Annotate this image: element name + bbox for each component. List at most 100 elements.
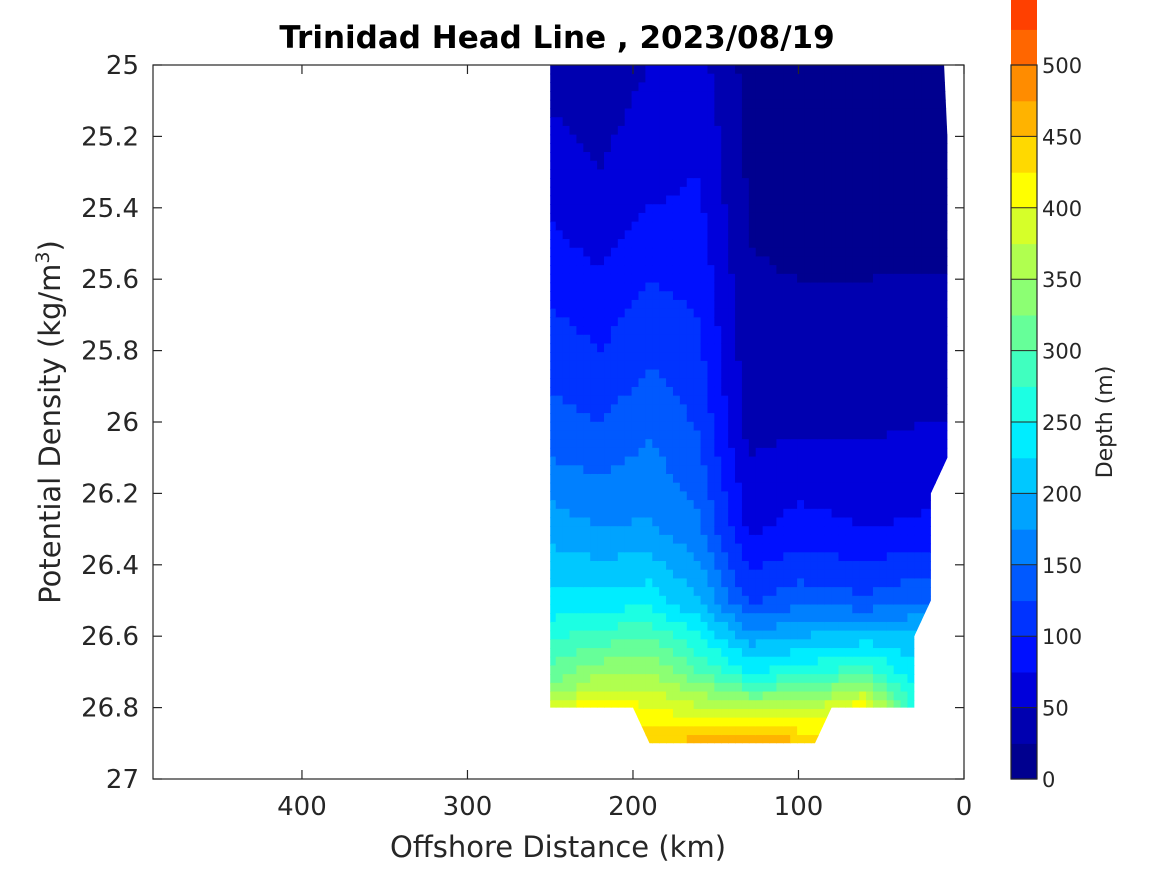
contour-cell (645, 569, 653, 580)
contour-cell (728, 413, 736, 423)
contour-cell (562, 65, 571, 75)
contour-cell (700, 534, 709, 545)
contour-cell (604, 517, 612, 527)
contour-cell (645, 308, 653, 318)
contour-cell (555, 352, 564, 362)
contour-cell (700, 352, 709, 362)
contour-cell (735, 395, 743, 405)
contour-cell (576, 256, 584, 266)
contour-cell (859, 552, 867, 562)
contour-cell (755, 230, 764, 240)
contour-cell (590, 221, 598, 231)
contour-cell (652, 160, 660, 171)
contour-cell (928, 91, 936, 101)
contour-cell (631, 386, 640, 397)
contour-cell (769, 508, 778, 519)
contour-cell (707, 665, 715, 675)
contour-cell (886, 378, 895, 388)
contour-cell (562, 326, 571, 336)
contour-cell (900, 91, 909, 101)
contour-cell (838, 569, 846, 580)
contour-cell (652, 648, 660, 658)
contour-cell (617, 587, 626, 597)
contour-cell (693, 508, 702, 519)
contour-cell (714, 108, 722, 118)
contour-cell (769, 282, 778, 292)
contour-cell (686, 735, 695, 744)
contour-cell (817, 326, 826, 336)
contour-cell (638, 534, 646, 545)
contour-cell (741, 273, 750, 284)
contour-cell (817, 152, 826, 162)
contour-cell (610, 543, 619, 553)
contour-cell (941, 378, 948, 388)
contour-cell (797, 265, 805, 275)
contour-cell (604, 508, 612, 519)
contour-cell (707, 334, 715, 345)
contour-cell (672, 360, 681, 371)
contour-cell (555, 239, 564, 249)
contour-cell (562, 82, 571, 92)
contour-cell (859, 308, 867, 318)
contour-cell (797, 421, 805, 432)
contour-cell (590, 526, 598, 536)
contour-cell (824, 308, 833, 318)
x-axis-ticks: 400 300 200 100 0 (277, 65, 972, 822)
contour-cell (769, 421, 778, 432)
contour-cell (721, 334, 729, 345)
contour-cell (852, 465, 860, 475)
contour-cell (624, 482, 633, 492)
contour-cell (597, 700, 605, 710)
contour-cell (583, 343, 591, 353)
contour-cell (852, 430, 860, 440)
contour-cell (900, 334, 909, 345)
contour-cell (824, 604, 833, 614)
contour-cell (707, 517, 715, 527)
contour-cell (783, 726, 791, 736)
contour-cell (617, 543, 626, 553)
contour-cell (941, 221, 948, 231)
contour-cell (900, 291, 909, 301)
contour-cell (693, 465, 702, 475)
contour-cell (659, 561, 667, 571)
contour-cell (776, 230, 784, 240)
contour-cell (700, 578, 709, 588)
contour-cell (569, 108, 578, 118)
contour-cell (631, 160, 640, 171)
contour-cell (610, 648, 619, 658)
contour-cell (693, 430, 702, 440)
contour-cell (776, 239, 784, 249)
contour-cell (790, 430, 798, 440)
contour-cell (666, 291, 674, 301)
contour-cell (721, 317, 729, 327)
contour-cell (576, 526, 584, 536)
contour-cell (804, 186, 812, 197)
contour-cell (597, 691, 605, 701)
contour-cell (555, 308, 564, 318)
contour-cell (645, 726, 653, 736)
contour-cell (783, 91, 791, 101)
contour-cell (845, 517, 853, 527)
contour-cell (762, 308, 771, 318)
contour-cell (776, 99, 784, 110)
contour-cell (638, 700, 646, 710)
contour-cell (714, 256, 722, 266)
contour-cell (721, 386, 729, 397)
contour-cell (590, 160, 598, 171)
contour-cell (859, 221, 867, 231)
contour-cell (900, 343, 909, 353)
contour-cell (679, 700, 688, 710)
contour-cell (900, 491, 909, 501)
contour-cell (617, 569, 626, 580)
contour-cell (652, 578, 660, 588)
contour-cell (824, 691, 833, 701)
contour-cell (610, 299, 619, 310)
contour-cell (831, 621, 840, 632)
contour-cell (590, 360, 598, 371)
contour-cell (741, 352, 750, 362)
contour-cell (741, 456, 750, 466)
contour-cell (569, 543, 578, 553)
contour-cell (631, 656, 640, 667)
contour-cell (783, 447, 791, 458)
contour-cell (631, 343, 640, 353)
